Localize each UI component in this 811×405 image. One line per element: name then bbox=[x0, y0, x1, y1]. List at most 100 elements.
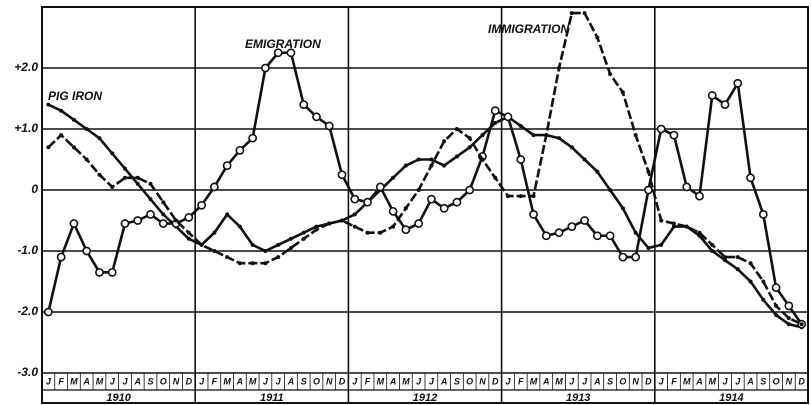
point bbox=[774, 313, 779, 318]
x-tick-label: M bbox=[377, 376, 385, 386]
x-tick-label: D bbox=[645, 376, 652, 386]
point bbox=[784, 301, 794, 311]
x-tick-label: J bbox=[582, 376, 588, 386]
point bbox=[671, 221, 676, 226]
point bbox=[261, 63, 270, 73]
x-tick-label: S bbox=[760, 376, 766, 386]
x-tick-label: M bbox=[249, 376, 257, 386]
point bbox=[363, 197, 372, 207]
point bbox=[771, 283, 781, 292]
point bbox=[439, 203, 449, 213]
point bbox=[273, 48, 283, 58]
point bbox=[595, 35, 600, 40]
point bbox=[518, 123, 523, 128]
point bbox=[799, 322, 804, 327]
y-tick-label: +2.0 bbox=[14, 60, 38, 74]
point bbox=[720, 100, 730, 109]
point bbox=[301, 230, 306, 235]
point bbox=[186, 236, 191, 241]
x-tick-label: N bbox=[632, 376, 639, 386]
point bbox=[391, 175, 396, 180]
point bbox=[531, 194, 536, 199]
point bbox=[452, 197, 462, 207]
point bbox=[748, 279, 753, 284]
point bbox=[518, 194, 523, 199]
point bbox=[276, 255, 281, 260]
point bbox=[516, 155, 526, 164]
x-tick-label: S bbox=[301, 376, 307, 386]
x-tick-label: A bbox=[746, 376, 754, 386]
point bbox=[710, 249, 715, 253]
x-tick-label: A bbox=[287, 376, 295, 386]
point bbox=[761, 297, 766, 302]
point bbox=[582, 11, 587, 16]
point bbox=[391, 224, 396, 229]
x-tick-label: M bbox=[96, 376, 104, 386]
point bbox=[365, 230, 370, 235]
point bbox=[480, 157, 485, 162]
x-tick-label: O bbox=[313, 376, 320, 386]
point bbox=[212, 249, 217, 253]
x-tick-label: A bbox=[440, 376, 448, 386]
x-tick-label: J bbox=[110, 376, 116, 386]
point bbox=[633, 230, 638, 235]
point bbox=[237, 224, 242, 229]
year-label: 1912 bbox=[413, 392, 437, 404]
series-label: PIG IRON bbox=[48, 89, 102, 103]
x-tick-label: J bbox=[429, 376, 435, 386]
point bbox=[84, 157, 89, 162]
x-tick-label: J bbox=[416, 376, 422, 386]
point bbox=[327, 221, 332, 226]
x-tick-label: F bbox=[365, 376, 371, 386]
point bbox=[161, 200, 166, 205]
point bbox=[618, 252, 628, 262]
point bbox=[225, 212, 230, 217]
x-tick-label: J bbox=[263, 376, 269, 386]
point bbox=[263, 249, 268, 253]
x-tick-label: A bbox=[82, 376, 90, 386]
point bbox=[567, 222, 577, 231]
point bbox=[710, 242, 715, 247]
point bbox=[337, 170, 347, 180]
point bbox=[46, 145, 51, 150]
x-tick-label: S bbox=[148, 376, 154, 386]
point bbox=[646, 169, 651, 174]
point bbox=[69, 219, 79, 228]
point bbox=[735, 267, 740, 272]
point bbox=[493, 120, 498, 125]
point bbox=[299, 100, 309, 109]
series-label: EMIGRATION bbox=[245, 37, 321, 51]
point bbox=[442, 163, 447, 168]
point bbox=[122, 175, 127, 180]
point bbox=[467, 136, 472, 141]
point bbox=[235, 145, 245, 155]
x-tick-label: D bbox=[339, 376, 346, 386]
series-line bbox=[47, 11, 803, 326]
point bbox=[110, 151, 115, 156]
x-tick-label: A bbox=[695, 376, 703, 386]
point bbox=[454, 127, 459, 131]
point bbox=[288, 245, 293, 250]
x-tick-label: F bbox=[58, 376, 64, 386]
point bbox=[786, 322, 791, 327]
point bbox=[403, 163, 408, 168]
y-tick-label: 0 bbox=[31, 182, 38, 196]
point bbox=[467, 145, 472, 150]
point bbox=[133, 216, 143, 225]
point bbox=[340, 218, 345, 223]
point bbox=[735, 255, 740, 260]
point bbox=[186, 230, 191, 235]
point bbox=[503, 112, 513, 122]
x-tick-label: N bbox=[326, 376, 333, 386]
point bbox=[350, 194, 360, 204]
point bbox=[301, 236, 306, 241]
point bbox=[401, 225, 411, 235]
point bbox=[761, 279, 766, 284]
point bbox=[56, 252, 66, 262]
x-tick-label: M bbox=[223, 376, 231, 386]
point bbox=[480, 133, 485, 138]
x-tick-label: A bbox=[389, 376, 397, 386]
point bbox=[786, 316, 791, 321]
point bbox=[378, 230, 383, 235]
point bbox=[748, 261, 753, 266]
